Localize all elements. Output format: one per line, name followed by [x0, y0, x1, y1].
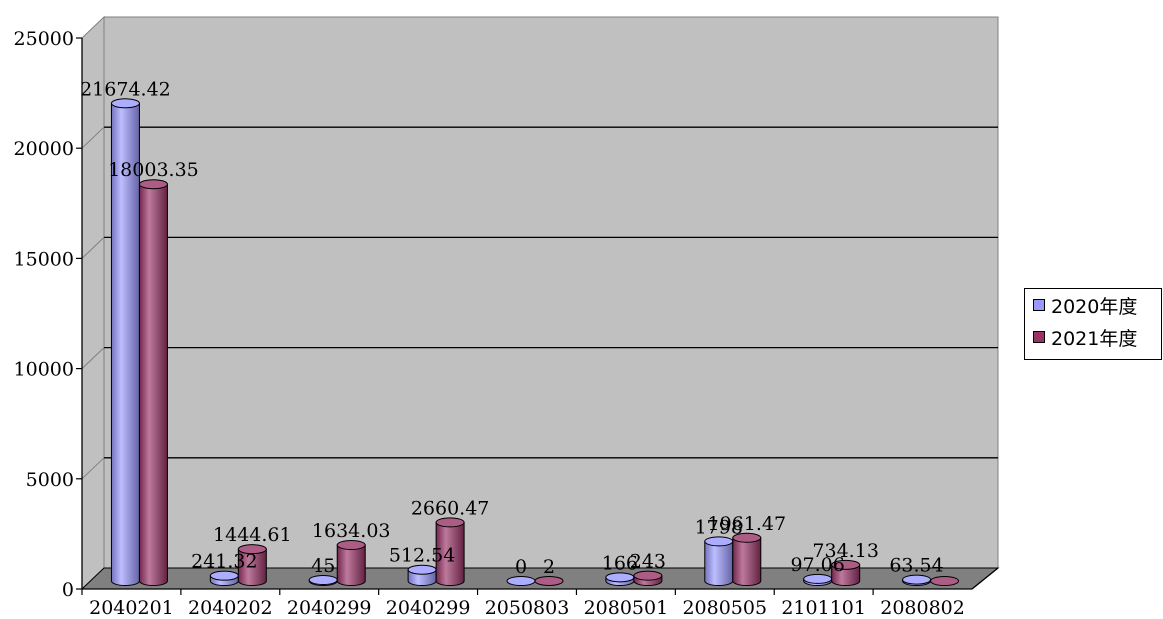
legend-swatch-2020 [1033, 299, 1045, 311]
gridline-side [81, 457, 105, 480]
x-tick-label: 2050803 [485, 597, 570, 619]
bar-top [336, 539, 366, 550]
bar-body [704, 540, 734, 586]
data-label: 241.32 [191, 551, 257, 573]
x-tick-label: 2080501 [584, 597, 669, 619]
data-label: 243 [630, 551, 666, 573]
x-tick-label: 2080505 [682, 597, 767, 619]
data-label: 18003.35 [108, 159, 199, 181]
y-tick-label: 5000 [26, 469, 74, 491]
data-label: 1444.61 [213, 524, 292, 546]
bar-2021 [435, 517, 465, 586]
bar-body [435, 521, 465, 586]
data-labels: 21674.42 241.32 45 512.54 0 166 1798 97.06 63.54… [80, 78, 944, 578]
data-label: 1961.47 [707, 513, 786, 535]
bar-body [831, 564, 861, 586]
bar-body [732, 537, 762, 586]
back-wall [103, 16, 999, 569]
data-label: 97.06 [790, 554, 844, 576]
bar-2020 [407, 564, 437, 586]
bar-top [237, 544, 267, 555]
legend-label-2021: 2021年度 [1051, 327, 1138, 350]
axes [76, 37, 999, 595]
data-label: 45 [311, 555, 335, 577]
bar-2021 [534, 575, 564, 586]
data-label: 2660.47 [411, 497, 490, 519]
chart-walls [80, 15, 1000, 591]
tick-labels: 0 5000 10000 15000 20000 25000 2040201 2040202 2… [14, 28, 965, 619]
x-tick-label: 2040299 [287, 597, 372, 619]
data-label: 166 [602, 552, 638, 574]
data-label: 1798 [695, 516, 743, 538]
floor-edge [971, 567, 999, 590]
bar-2021 [732, 532, 762, 586]
data-label: 0 [515, 556, 527, 578]
x-tick-label: 2040299 [386, 597, 471, 619]
bar-top [138, 179, 168, 190]
x-tick-label: 2101101 [781, 597, 866, 619]
x-tick-label: 2040202 [188, 597, 273, 619]
bar-top [435, 517, 465, 528]
legend-swatch-2021 [1033, 331, 1045, 343]
bar-2021 [831, 559, 861, 586]
bar-2021 [336, 539, 366, 586]
gridline-side [81, 126, 105, 149]
legend-item-2020: 2020年度 [1025, 289, 1161, 321]
data-label: 21674.42 [80, 78, 171, 100]
data-label: 1634.03 [312, 520, 391, 542]
bars [110, 98, 960, 586]
legend-item-2021: 2021年度 [1025, 321, 1161, 353]
bar-2020 [902, 574, 932, 586]
bar-2020 [605, 572, 635, 586]
data-label: 63.54 [889, 555, 943, 577]
y-tick-label: 15000 [14, 248, 74, 270]
y-tick-label: 20000 [14, 138, 74, 160]
bar-2020 [209, 570, 239, 586]
gridline-side [81, 237, 105, 259]
side-wall [81, 15, 105, 591]
bar-top [732, 532, 762, 543]
legend-label-2020: 2020年度 [1051, 295, 1138, 318]
bar-2021 [633, 570, 663, 586]
bar-2021 [930, 576, 960, 586]
bar-top [831, 559, 861, 570]
bar-top [930, 576, 960, 586]
x-tick-label: 2040201 [89, 597, 174, 619]
bar-top [534, 575, 564, 586]
y-tick-label: 0 [62, 579, 74, 601]
x-tick-label: 2080802 [880, 597, 965, 619]
legend: 2020年度 2021年度 [1024, 288, 1162, 360]
data-label: 2 [543, 556, 555, 578]
data-label: 734.13 [812, 540, 878, 562]
gridlines [81, 126, 998, 480]
y-tick-label: 10000 [14, 359, 74, 381]
gridline-side [81, 347, 105, 369]
bar-body [237, 548, 267, 586]
data-label: 512.54 [389, 545, 455, 567]
bar-top [110, 98, 140, 109]
bar-2020 [803, 573, 833, 586]
bar-top [633, 570, 663, 581]
y-tick-label: 25000 [14, 28, 74, 50]
bar-2021 [237, 544, 267, 586]
bar-body [336, 544, 366, 586]
bar-2021 [138, 179, 168, 586]
bar-2020 [704, 536, 734, 586]
bar-body [138, 183, 168, 586]
